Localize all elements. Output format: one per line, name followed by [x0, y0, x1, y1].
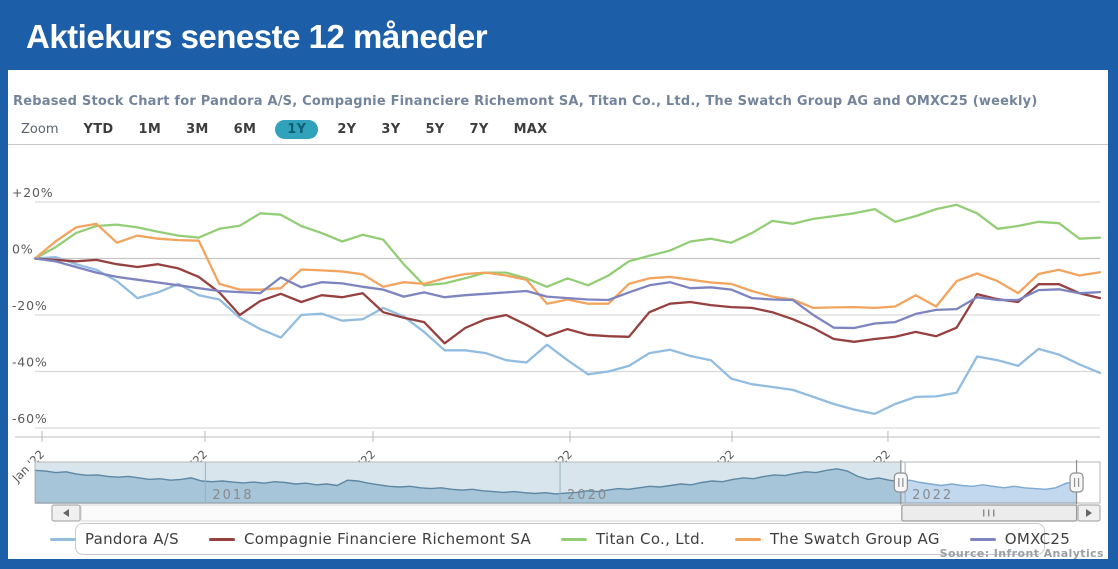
series-line-pandora-a-s[interactable] [33, 255, 1102, 416]
y-axis-tick-label: -60% [12, 411, 48, 426]
navigator-left-handle[interactable] [893, 460, 908, 505]
scrollbar-left-button[interactable] [51, 504, 81, 522]
chart-legend: Pandora A/S Compagnie Financiere Richemon… [49, 523, 1070, 555]
legend-item[interactable]: OMXC25 [969, 530, 1071, 548]
navigator-year-label: 2020 [567, 488, 608, 503]
zoom-option-3y[interactable]: 3Y [381, 121, 401, 137]
zoom-option-3m[interactable]: 3M [186, 121, 209, 137]
legend-line-swatch [208, 537, 235, 541]
zoom-option-max[interactable]: MAX [513, 121, 548, 137]
legend-item[interactable]: The Swatch Group AG [734, 530, 940, 548]
divider-line [8, 144, 1108, 145]
left-arrow-icon [63, 509, 69, 517]
right-arrow-icon [1086, 509, 1092, 517]
legend-item[interactable]: Compagnie Financiere Richemont SA [208, 530, 532, 548]
zoom-options: YTD 1M 3M 6M 1Y 2Y 3Y 5Y 7Y MAX [77, 119, 553, 139]
legend-series-label: OMXC25 [1004, 530, 1071, 548]
legend-series-label: The Swatch Group AG [769, 530, 940, 548]
zoom-option-1y[interactable]: 1Y [275, 119, 319, 139]
legend-line-swatch [969, 537, 996, 541]
zoom-label: Zoom [21, 121, 59, 137]
zoom-option-1m[interactable]: 1M [138, 121, 162, 137]
legend-line-swatch [49, 537, 76, 541]
stock-chart-canvas[interactable]: +20%0%-20%-40%-60%Jan '22Mar '22May '22J… [8, 150, 1108, 522]
page-title: Aktiekurs seneste 12 måneder [26, 18, 488, 55]
zoom-option-6m[interactable]: 6M [233, 121, 257, 137]
chart-subtitle: Rebased Stock Chart for Pandora A/S, Com… [13, 94, 1038, 109]
y-axis-tick-label: 0% [12, 242, 33, 257]
zoom-option-ytd[interactable]: YTD [83, 121, 114, 137]
scrollbar-right-button[interactable] [1077, 504, 1101, 522]
legend-series-label: Compagnie Financiere Richemont SA [243, 530, 532, 548]
handle-grip [1069, 472, 1084, 493]
title-banner: Aktiekurs seneste 12 måneder [8, 6, 1108, 70]
legend-series-label: Pandora A/S [84, 530, 179, 548]
navigator-year-label: 2018 [212, 488, 253, 503]
series-line-titan-co-ltd[interactable] [33, 203, 1102, 288]
zoom-option-5y[interactable]: 5Y [425, 121, 445, 137]
y-axis-tick-label: -40% [12, 355, 48, 370]
source-note: Source: Infront Analytics [939, 547, 1104, 560]
legend-line-swatch [561, 537, 588, 541]
y-axis-tick-label: -20% [12, 298, 48, 313]
zoom-option-2y[interactable]: 2Y [337, 121, 357, 137]
navigator-area-selected [900, 479, 1077, 504]
handle-grip [893, 472, 908, 493]
y-axis-tick-label: +20% [12, 185, 53, 200]
navigator-right-handle[interactable] [1069, 460, 1084, 505]
navigator-area-masked [35, 468, 901, 504]
navigator-frame [34, 461, 1101, 504]
zoom-option-7y[interactable]: 7Y [469, 121, 489, 137]
scrollbar-thumb[interactable] [901, 504, 1078, 522]
series-line-omxc25[interactable] [33, 257, 1102, 330]
legend-series-label: Titan Co., Ltd. [596, 530, 705, 548]
legend-item[interactable]: Titan Co., Ltd. [561, 530, 705, 548]
legend-line-swatch [734, 537, 761, 541]
navigator-year-label: 2022 [912, 488, 953, 503]
zoom-range-bar: Zoom YTD 1M 3M 6M 1Y 2Y 3Y 5Y 7Y MAX [21, 118, 553, 140]
legend-item[interactable]: Pandora A/S [49, 530, 179, 548]
series-line-compagnie-financiere-richemont-sa[interactable] [33, 257, 1102, 345]
series-line-the-swatch-group-ag[interactable] [33, 222, 1102, 310]
